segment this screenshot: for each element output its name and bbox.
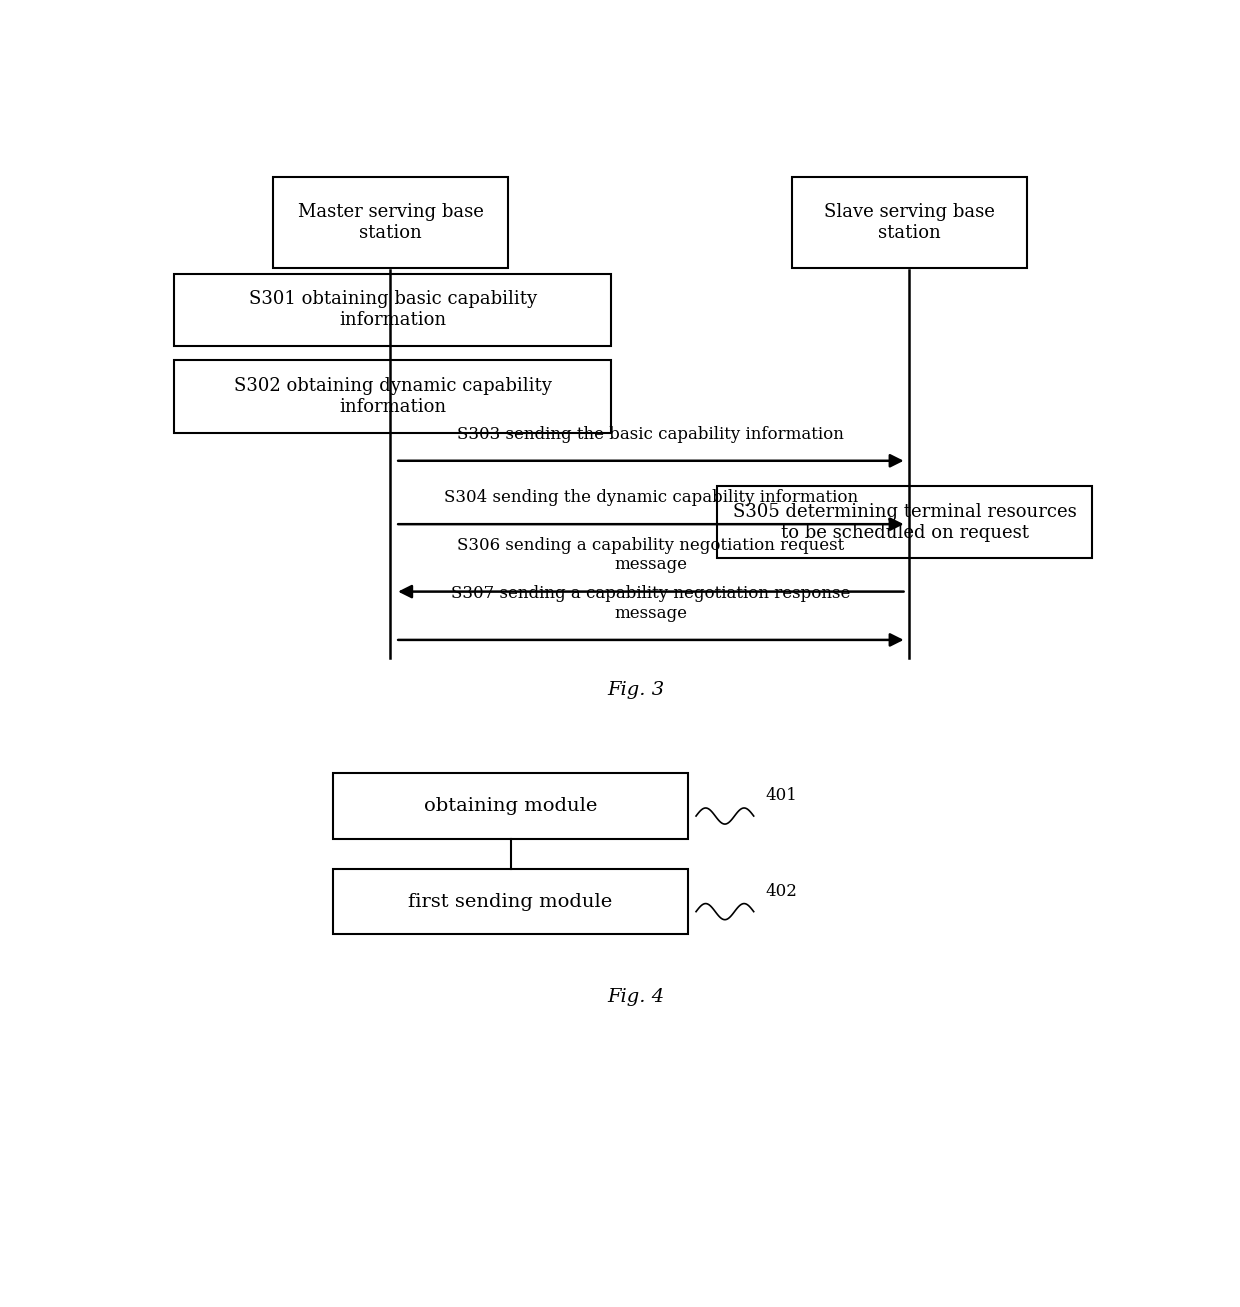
Text: obtaining module: obtaining module [424,797,598,816]
Text: Master serving base
station: Master serving base station [298,203,484,242]
Bar [791,176,1027,268]
Text: S303 sending the basic capability information: S303 sending the basic capability inform… [458,426,844,443]
Bar [332,869,688,935]
Text: first sending module: first sending module [408,893,613,911]
Text: S304 sending the dynamic capability information: S304 sending the dynamic capability info… [444,489,858,506]
Text: S301 obtaining basic capability
information: S301 obtaining basic capability informat… [249,290,537,329]
Text: Slave serving base
station: Slave serving base station [823,203,994,242]
Text: S307 sending a capability negotiation response
message: S307 sending a capability negotiation re… [451,586,851,622]
Bar [174,361,611,433]
Text: S302 obtaining dynamic capability
information: S302 obtaining dynamic capability inform… [234,376,552,416]
Bar [273,176,508,268]
Bar [332,774,688,839]
Text: Fig. 3: Fig. 3 [606,681,665,699]
Text: S305 determining terminal resources
to be scheduled on request: S305 determining terminal resources to b… [733,503,1076,541]
Text: 401: 401 [765,787,797,804]
Bar [717,486,1092,558]
Text: Fig. 4: Fig. 4 [606,988,665,1006]
Text: 402: 402 [765,884,797,901]
Text: S306 sending a capability negotiation request
message: S306 sending a capability negotiation re… [458,537,844,574]
Bar [174,273,611,346]
